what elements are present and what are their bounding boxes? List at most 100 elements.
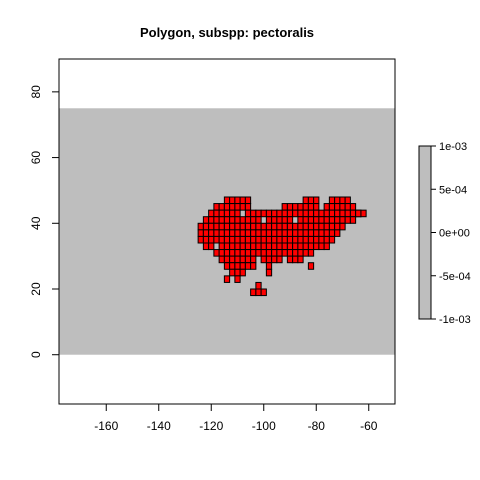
polygon-cell <box>286 242 294 251</box>
polygon-cell <box>234 203 241 211</box>
polygon-cell <box>223 249 231 257</box>
polygon-cell <box>223 275 231 283</box>
polygon-cell <box>250 216 257 224</box>
polygon-cell <box>328 235 336 244</box>
polygon-cell <box>286 235 294 244</box>
polygon-cell <box>297 222 304 231</box>
polygon-cell <box>344 203 351 211</box>
polygon-cell <box>244 229 252 237</box>
polygon-cell <box>229 222 236 231</box>
polygon-cell <box>323 222 330 231</box>
polygon-cell <box>218 235 225 244</box>
polygon-cell <box>292 235 299 244</box>
polygon-cell <box>239 216 246 224</box>
polygon-cell <box>202 229 210 237</box>
polygon-cell <box>229 203 236 211</box>
polygon-cell <box>244 249 252 257</box>
polygon-cell <box>281 229 288 237</box>
polygon-cell <box>229 249 236 257</box>
polygon-cell <box>223 203 231 211</box>
polygon-cell <box>276 222 283 231</box>
polygon-cell <box>323 203 330 211</box>
polygon-cell <box>281 222 288 231</box>
polygon-cell <box>281 203 288 211</box>
polygon-cell <box>344 216 351 224</box>
polygon-cell <box>244 242 252 251</box>
y-tick-label: 20 <box>29 282 43 296</box>
legend-tick-label: -1e-03 <box>439 314 471 326</box>
polygon-cell <box>202 222 210 231</box>
polygon-cell <box>218 216 225 224</box>
polygon-cell <box>318 222 325 231</box>
polygon-cell <box>307 222 315 231</box>
polygon-cell <box>302 222 309 231</box>
polygon-cell <box>265 268 273 277</box>
polygon-cell <box>323 229 330 237</box>
polygon-cell <box>286 222 294 231</box>
polygon-cell <box>313 209 320 218</box>
polygon-cell <box>260 288 267 297</box>
legend-tick-label: 1e-03 <box>439 141 467 153</box>
polygon-cell <box>208 229 215 237</box>
polygon-cell <box>292 203 299 211</box>
polygon-cell <box>276 209 283 218</box>
polygon-cell <box>265 249 273 257</box>
polygon-cell <box>292 249 299 257</box>
polygon-cell <box>307 249 315 257</box>
polygon-cell <box>265 229 273 237</box>
polygon-cell <box>313 203 320 211</box>
polygon-cell <box>265 255 273 264</box>
polygon-cell <box>265 235 273 244</box>
polygon-cell <box>276 229 283 237</box>
polygon-cell <box>276 235 283 244</box>
polygon-cell <box>307 229 315 237</box>
polygon-cell <box>265 242 273 251</box>
polygon-cell <box>286 255 294 264</box>
polygon-cell <box>281 209 288 218</box>
polygon-cell <box>260 235 267 244</box>
polygon-cell <box>218 229 225 237</box>
polygon-cell <box>213 235 220 244</box>
polygon-cell <box>271 255 278 264</box>
polygon-cell <box>265 209 273 218</box>
polygon-cell <box>286 249 294 257</box>
polygon-cell <box>313 222 320 231</box>
polygon-cell <box>265 262 273 270</box>
polygon-cell <box>260 209 267 218</box>
polygon-cell <box>307 242 315 251</box>
polygon-cell <box>229 262 236 270</box>
polygon-cell <box>250 262 257 270</box>
polygon-cell <box>223 222 231 231</box>
polygon-cell <box>297 229 304 237</box>
legend-tick-label: 0e+00 <box>439 228 470 240</box>
polygon-cell <box>239 242 246 251</box>
polygon-cell <box>302 203 309 211</box>
polygon-cell <box>213 229 220 237</box>
polygon-cell <box>239 268 246 277</box>
polygon-cell <box>250 209 257 218</box>
polygon-cell <box>334 203 341 211</box>
polygon-cell <box>250 288 257 297</box>
polygon-cell <box>244 209 252 218</box>
polygon-cell <box>281 216 288 224</box>
polygon-cell <box>260 255 267 264</box>
polygon-cell <box>223 209 231 218</box>
polygon-cell <box>334 229 341 237</box>
polygon-cell <box>313 216 320 224</box>
x-tick-label: -120 <box>199 419 223 433</box>
polygon-cell <box>229 235 236 244</box>
polygon-cell <box>318 216 325 224</box>
polygon-cell <box>234 255 241 264</box>
polygon-cell <box>255 281 262 290</box>
polygon-cell <box>271 222 278 231</box>
polygon-cell <box>286 209 294 218</box>
legend-bar <box>418 145 432 320</box>
polygon-cell <box>239 249 246 257</box>
y-tick-label: 60 <box>29 151 43 165</box>
polygon-cell <box>323 216 330 224</box>
polygon-cell <box>239 196 246 205</box>
polygon-cell <box>218 242 225 251</box>
polygon-cell <box>313 229 320 237</box>
polygon-cell <box>213 216 220 224</box>
polygon-cell <box>318 229 325 237</box>
